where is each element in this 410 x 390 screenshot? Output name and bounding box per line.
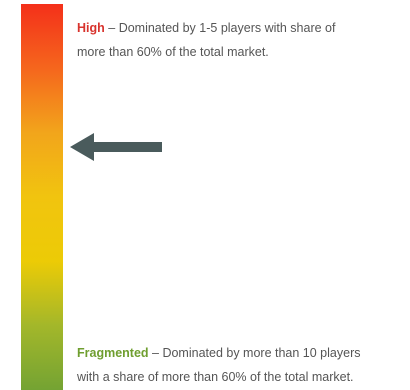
arrow-shape (70, 132, 162, 161)
level-fragmented-description: Fragmented – Dominated by more than 10 p… (77, 341, 360, 389)
level-fragmented-separator: – (148, 346, 163, 360)
level-fragmented-line-1: Fragmented – Dominated by more than 10 p… (77, 341, 360, 365)
level-high-text-1: Dominated by 1-5 players with share of (118, 21, 336, 35)
level-fragmented-name: Fragmented (77, 346, 149, 360)
level-high-text-2: more than 60% of the total market. (77, 45, 269, 59)
level-fragmented-text-1: Dominated by more than 10 players (162, 346, 361, 360)
concentration-gradient (21, 4, 63, 390)
market-position-arrow-icon (70, 132, 162, 161)
concentration-scale-bar (21, 4, 63, 390)
level-high-line-1: High – Dominated by 1-5 players with sha… (77, 16, 335, 40)
level-fragmented-text-2: with a share of more than 60% of the tot… (77, 370, 354, 384)
level-high-description: High – Dominated by 1-5 players with sha… (77, 16, 335, 64)
level-high-name: High (77, 21, 105, 35)
level-high-separator: – (104, 21, 119, 35)
